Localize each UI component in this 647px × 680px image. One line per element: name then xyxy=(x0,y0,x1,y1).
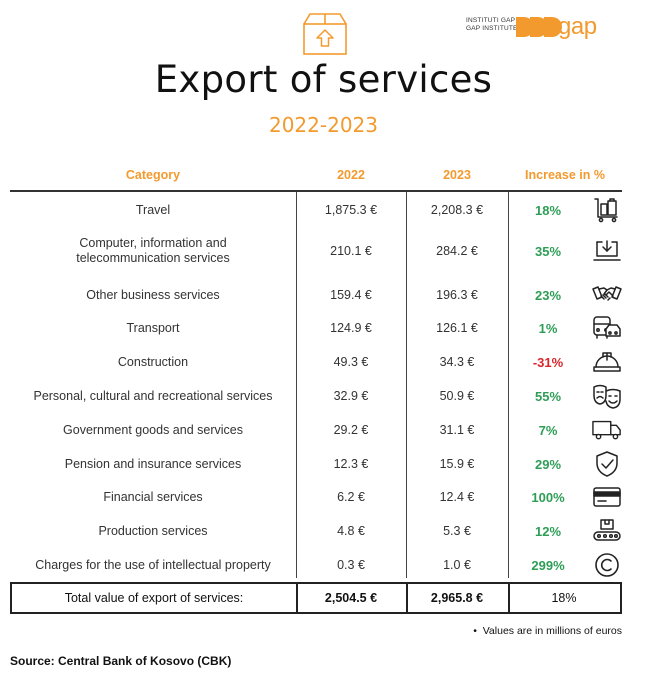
row-increase: 7% xyxy=(538,422,558,438)
row-increase: 55% xyxy=(534,388,562,404)
conveyor-belt-icon xyxy=(592,514,622,548)
column-header-category: Category xyxy=(125,168,181,182)
column-divider xyxy=(296,192,297,578)
table-row: Personal, cultural and recreational serv… xyxy=(10,379,622,413)
row-value-2022: 32.9 € xyxy=(333,389,369,403)
row-value-2022: 1,875.3 € xyxy=(324,203,378,217)
units-note-text: Values are in millions of euros xyxy=(482,625,622,637)
row-value-2022: 0.3 € xyxy=(337,558,365,572)
row-increase: 1% xyxy=(538,320,558,336)
table-row: Transport 124.9 € 126.1 € 1% xyxy=(10,311,622,345)
row-value-2023: 15.9 € xyxy=(439,457,475,471)
column-divider xyxy=(508,192,509,578)
row-category: Computer, information and telecommunicat… xyxy=(76,236,230,265)
shield-check-icon xyxy=(592,447,622,481)
row-value-2023: 126.1 € xyxy=(436,321,478,335)
table-row: Computer, information and telecommunicat… xyxy=(10,232,622,270)
total-value-2022: 2,504.5 € xyxy=(324,591,378,605)
row-value-2022: 4.8 € xyxy=(337,524,365,538)
table-row: Financial services 6.2 € 12.4 € 100% xyxy=(10,480,622,514)
row-increase: 299% xyxy=(531,557,565,573)
table-row: Pension and insurance services 12.3 € 15… xyxy=(10,447,622,481)
row-increase: 12% xyxy=(534,523,562,539)
row-category: Financial services xyxy=(103,489,203,504)
row-value-2022: 124.9 € xyxy=(330,321,372,335)
row-increase: -31% xyxy=(532,354,564,370)
row-value-2023: 196.3 € xyxy=(436,288,478,302)
row-value-2023: 284.2 € xyxy=(436,244,478,258)
row-category: Other business services xyxy=(86,287,220,302)
row-value-2022: 49.3 € xyxy=(333,355,369,369)
total-row: Total value of export of services: 2,504… xyxy=(10,582,622,614)
credit-card-icon xyxy=(592,480,622,514)
table-row: Other business services 159.4 € 196.3 € … xyxy=(10,278,622,312)
row-value-2023: 2,208.3 € xyxy=(430,203,484,217)
row-category: Travel xyxy=(135,202,171,217)
row-increase: 35% xyxy=(534,243,562,259)
org-name-line1: INSTITUTI GAP xyxy=(466,17,516,24)
header-divider xyxy=(10,190,622,192)
table-row: Charges for the use of intellectual prop… xyxy=(10,548,622,582)
row-value-2023: 1.0 € xyxy=(443,558,471,572)
handshake-icon xyxy=(592,278,622,312)
page-subtitle: 2022-2023 xyxy=(268,113,378,137)
column-header-2023: 2023 xyxy=(443,168,471,182)
column-divider xyxy=(406,192,407,578)
row-category: Government goods and services xyxy=(63,422,243,437)
box-export-icon xyxy=(302,12,348,56)
gap-institute-logo: INSTITUTI GAP GAP INSTITUTE gap xyxy=(466,13,642,40)
table-row: Travel 1,875.3 € 2,208.3 € 18% xyxy=(10,193,622,227)
column-divider xyxy=(508,584,510,612)
row-value-2023: 34.3 € xyxy=(439,355,475,369)
bullet-icon: • xyxy=(473,625,483,637)
row-category: Pension and insurance services xyxy=(64,456,242,471)
column-header-2022: 2022 xyxy=(337,168,365,182)
row-value-2022: 159.4 € xyxy=(330,288,372,302)
column-header-increase: Increase in % xyxy=(525,168,605,182)
row-value-2022: 12.3 € xyxy=(333,457,369,471)
row-value-2023: 12.4 € xyxy=(439,490,475,504)
row-value-2022: 6.2 € xyxy=(337,490,365,504)
table-row: Government goods and services 29.2 € 31.… xyxy=(10,413,622,447)
row-increase: 100% xyxy=(531,489,565,505)
row-category: Production services xyxy=(98,523,208,538)
page-title: Export of services xyxy=(154,58,493,101)
total-value-2023: 2,965.8 € xyxy=(430,591,484,605)
column-divider xyxy=(296,584,298,612)
total-label: Total value of export of services: xyxy=(64,591,244,605)
column-divider xyxy=(406,584,408,612)
row-value-2023: 5.3 € xyxy=(443,524,471,538)
truck-icon xyxy=(592,413,622,447)
row-increase: 29% xyxy=(534,456,562,472)
row-value-2022: 210.1 € xyxy=(330,244,372,258)
units-note: • Values are in millions of euros xyxy=(473,625,622,637)
row-category: Charges for the use of intellectual prop… xyxy=(35,557,271,572)
hard-hat-icon xyxy=(592,345,622,379)
row-increase: 23% xyxy=(534,287,562,303)
row-value-2022: 29.2 € xyxy=(333,423,369,437)
gap-logo-mark xyxy=(516,17,562,37)
luggage-cart-icon xyxy=(592,193,622,227)
row-increase: 18% xyxy=(534,202,562,218)
row-value-2023: 31.1 € xyxy=(439,423,475,437)
total-increase: 18% xyxy=(551,591,577,605)
row-category: Transport xyxy=(126,320,180,335)
row-value-2023: 50.9 € xyxy=(439,389,475,403)
row-category: Construction xyxy=(117,354,189,369)
table-row: Production services 4.8 € 5.3 € 12% xyxy=(10,514,622,548)
table-row: Construction 49.3 € 34.3 € -31% xyxy=(10,345,622,379)
row-category: Personal, cultural and recreational serv… xyxy=(33,388,273,403)
bus-car-icon xyxy=(592,311,622,345)
org-logo-text: gap xyxy=(558,13,597,40)
org-name-line2: GAP INSTITUTE xyxy=(466,25,518,32)
theater-masks-icon xyxy=(592,379,622,413)
source-citation: Source: Central Bank of Kosovo (CBK) xyxy=(10,654,232,668)
copyright-icon xyxy=(592,548,622,582)
laptop-download-icon xyxy=(592,232,622,270)
